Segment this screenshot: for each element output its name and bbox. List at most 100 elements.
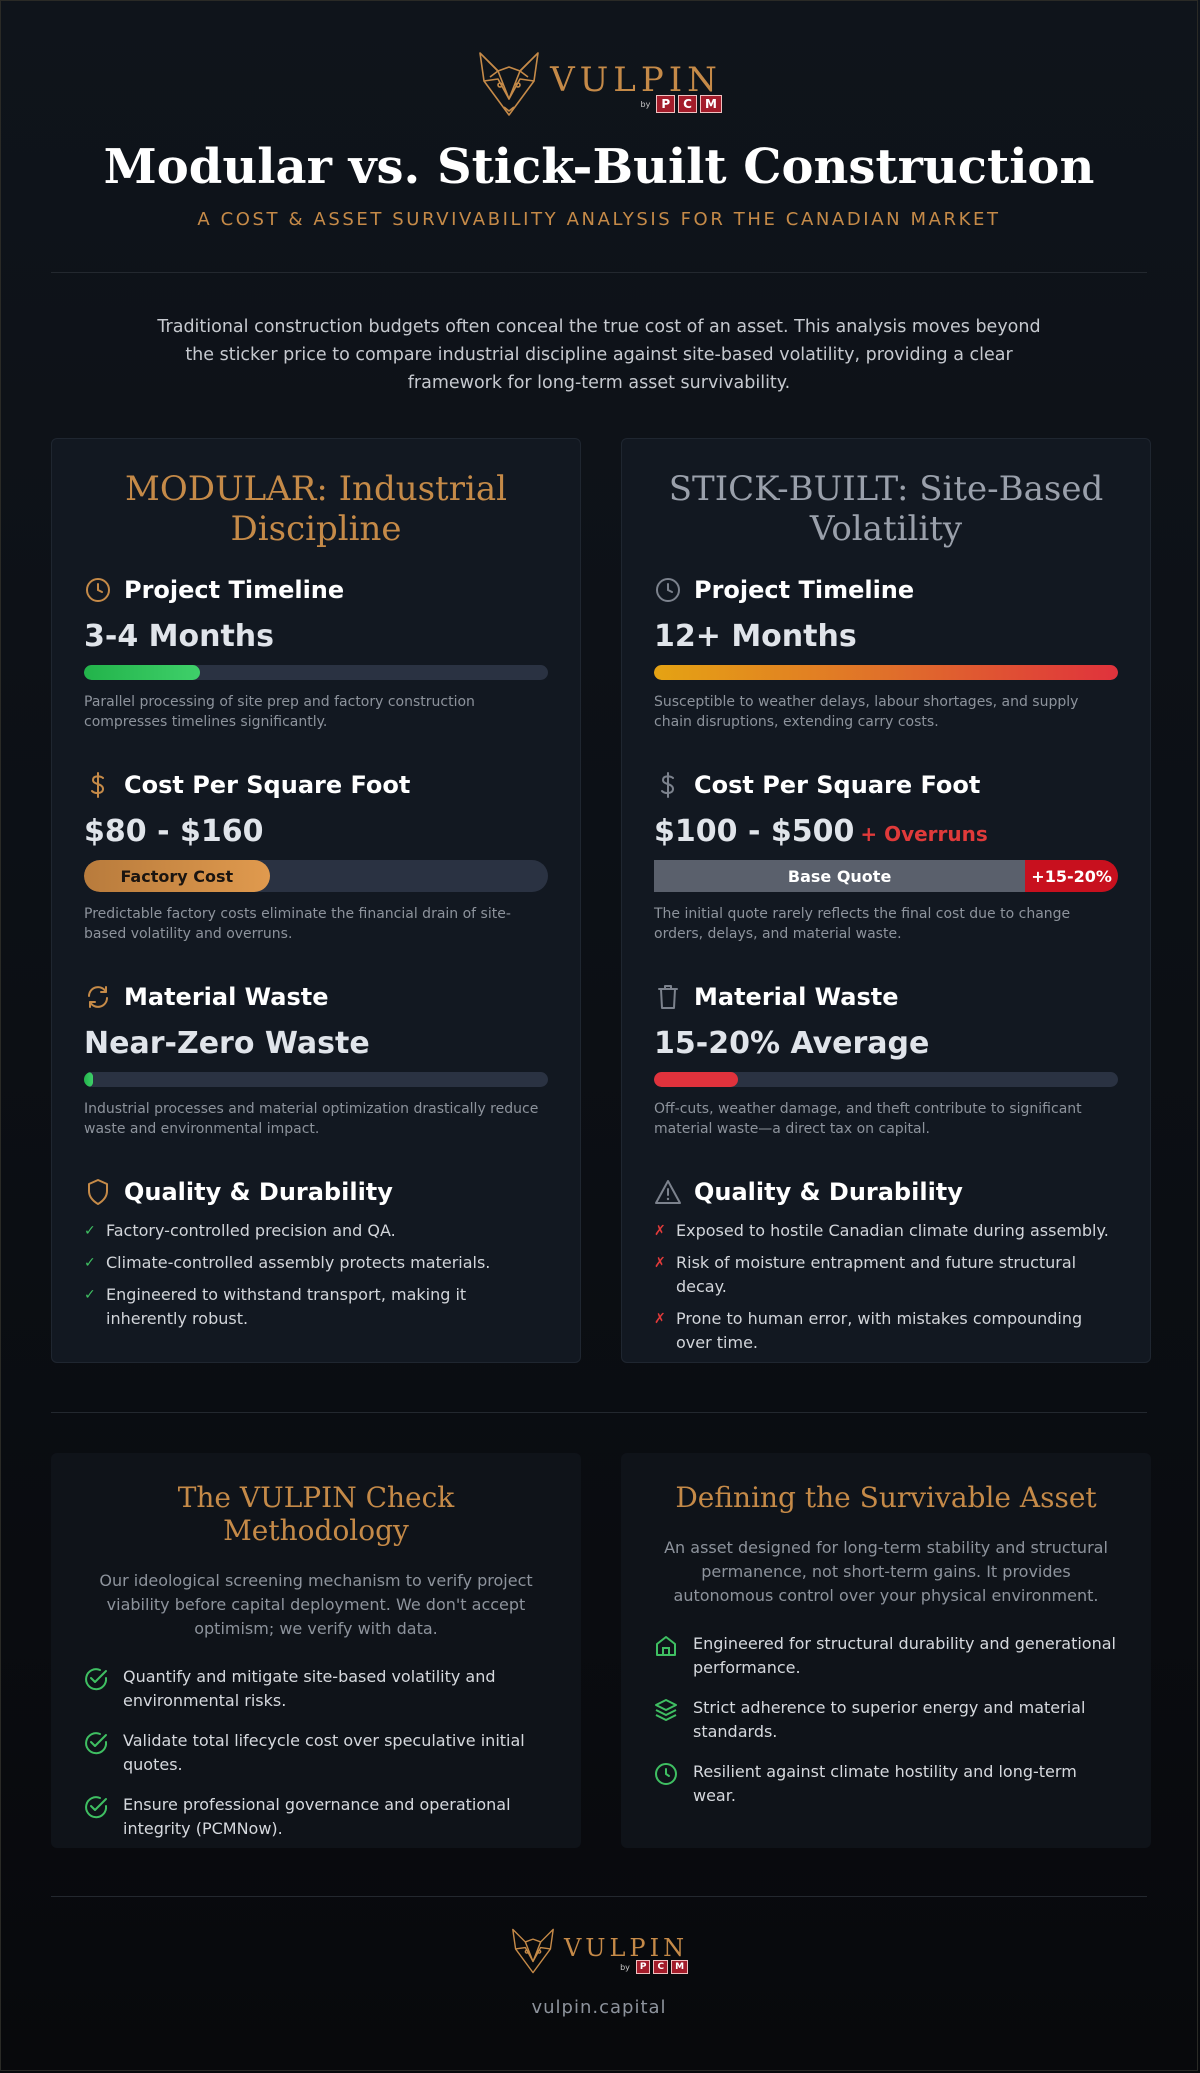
overruns-label: + Overruns	[860, 822, 988, 846]
metric-description: Parallel processing of site prep and fac…	[84, 694, 475, 730]
intro-text: Traditional construction budgets often c…	[157, 317, 1041, 393]
metric-label: Material Waste	[124, 983, 329, 1011]
brand-wordmark: VULPIN by P C M	[550, 51, 722, 117]
list-item: ✗ Risk of moisture entrapment and future …	[654, 1251, 1118, 1299]
list-item: Strict adherence to superior energy and …	[653, 1696, 1119, 1744]
brand-logo: VULPIN by P C M	[1, 49, 1197, 119]
metric-description: Susceptible to weather delays, labour sh…	[654, 694, 1079, 730]
timeline-bar-fill	[84, 665, 200, 680]
clock-icon	[84, 576, 112, 604]
check-circle-icon	[85, 1796, 108, 1819]
modular-title: MODULAR: Industrial Discipline	[125, 469, 507, 549]
check-circle-icon	[85, 1668, 108, 1691]
footer-logo: VULPIN by P C M	[1, 1926, 1197, 1976]
check-icon: ✓	[84, 1255, 96, 1271]
list-item-text: Validate total lifecycle cost over specu…	[123, 1731, 525, 1774]
metric-description: The initial quote rarely reflects the fi…	[654, 906, 1071, 942]
metric-description: Predictable factory costs eliminate the …	[84, 906, 511, 942]
brand-letter-c: C	[678, 95, 697, 113]
quote-bar: Base Quote +15-20%	[654, 860, 1118, 892]
footer-divider	[51, 1896, 1147, 1897]
brand-by: by	[640, 99, 651, 109]
brand-letter-m: M	[699, 95, 722, 113]
metric-label: Quality & Durability	[124, 1178, 393, 1206]
stick-built-card: STICK-BUILT: Site-Based Volatility Proje…	[621, 438, 1151, 1363]
metric-value: 12+ Months	[654, 619, 857, 654]
cross-icon: ✗	[654, 1311, 666, 1327]
cross-icon: ✗	[654, 1255, 666, 1271]
metric-label: Material Waste	[694, 983, 899, 1011]
metric-description: Off-cuts, weather damage, and theft cont…	[654, 1101, 1082, 1137]
list-item-text: Resilient against climate hostility and …	[693, 1762, 1077, 1805]
methodology-title: The VULPIN Check Methodology	[177, 1481, 455, 1547]
survivable-asset-panel: Defining the Survivable Asset An asset d…	[621, 1453, 1151, 1848]
check-icon: ✓	[84, 1287, 96, 1303]
house-icon	[656, 1636, 676, 1656]
stick-cost: Cost Per Square Foot $100 - $500 + Overru…	[654, 768, 1118, 944]
recycle-icon	[84, 983, 112, 1011]
survivable-title: Defining the Survivable Asset	[675, 1481, 1097, 1514]
metric-value: Near-Zero Waste	[84, 1026, 370, 1061]
cross-icon: ✗	[654, 1223, 666, 1239]
list-item: ✓ Factory-controlled precision and QA.	[84, 1219, 548, 1243]
brand-name: VULPIN	[550, 60, 722, 100]
footer-wordmark: VULPIN by P C M	[563, 1926, 689, 1976]
modular-card: MODULAR: Industrial Discipline Project T…	[51, 438, 581, 1363]
list-item: Engineered for structural durability and…	[653, 1632, 1119, 1680]
list-item-text: Prone to human error, with mistakes comp…	[676, 1309, 1083, 1352]
waste-bar-fill	[84, 1072, 94, 1087]
list-item: Quantify and mitigate site-based volatil…	[83, 1665, 549, 1713]
metric-value: $80 - $160	[84, 814, 264, 849]
brand-byline: by P C M	[641, 95, 722, 113]
section-divider	[51, 1412, 1147, 1413]
waste-bar	[84, 1072, 548, 1087]
metric-description: Industrial processes and material optimi…	[84, 1101, 539, 1137]
page-title: Modular vs. Stick-Built Construction	[103, 139, 1095, 195]
check-icon: ✓	[84, 1223, 96, 1239]
list-item-text: Exposed to hostile Canadian climate duri…	[676, 1221, 1109, 1240]
metric-value: $100 - $500 + Overruns	[654, 812, 1118, 852]
factory-cost-bar: Factory Cost	[84, 860, 548, 892]
dollar-icon	[84, 771, 112, 799]
layers-icon	[655, 1699, 677, 1721]
timeline-bar	[654, 665, 1118, 680]
list-item-text: Strict adherence to superior energy and …	[693, 1698, 1086, 1741]
metric-label: Cost Per Square Foot	[124, 771, 411, 799]
list-item: Validate total lifecycle cost over specu…	[83, 1729, 549, 1777]
list-item-text: Climate-controlled assembly protects mat…	[106, 1253, 491, 1272]
trash-icon	[654, 983, 682, 1011]
waste-bar	[654, 1072, 1118, 1087]
list-item-text: Factory-controlled precision and QA.	[106, 1221, 396, 1240]
check-circle-icon	[85, 1732, 108, 1755]
metric-value: 3-4 Months	[84, 619, 275, 654]
cost-range: $100 - $500	[654, 814, 855, 849]
clock-icon	[655, 1763, 677, 1785]
metric-label: Project Timeline	[124, 576, 345, 604]
modular-quality: Quality & Durability ✓ Factory-controlled…	[84, 1175, 548, 1331]
methodology-panel: The VULPIN Check Methodology Our ideolog…	[51, 1453, 581, 1848]
brand-name: VULPIN	[563, 1934, 689, 1962]
factory-cost-fill: Factory Cost	[84, 860, 270, 892]
modular-timeline: Project Timeline 3-4 Months Parallel pro…	[84, 573, 548, 732]
brand-letter-p: P	[635, 1960, 651, 1974]
methodology-list: Quantify and mitigate site-based volatil…	[83, 1665, 549, 1841]
page-subtitle: A COST & ASSET SURVIVABILITY ANALYSIS FO…	[197, 209, 1001, 230]
list-item-text: Ensure professional governance and opera…	[123, 1795, 511, 1838]
list-item: ✓ Climate-controlled assembly protects ma…	[84, 1251, 548, 1275]
metric-label: Cost Per Square Foot	[694, 771, 981, 799]
list-item-text: Engineered for structural durability and…	[693, 1634, 1116, 1677]
header-divider	[51, 272, 1147, 273]
stick-quality: Quality & Durability ✗ Exposed to hostile…	[654, 1175, 1118, 1355]
overrun-segment: +15-20%	[1025, 860, 1118, 892]
brand-letter-p: P	[656, 95, 676, 113]
clock-icon	[654, 576, 682, 604]
fox-head-icon	[512, 1928, 554, 1974]
brand-byline: by P C M	[620, 1960, 689, 1974]
list-item: ✗ Prone to human error, with mistakes com…	[654, 1307, 1118, 1355]
warning-icon	[654, 1178, 682, 1206]
metric-label: Project Timeline	[694, 576, 915, 604]
footer-url[interactable]: vulpin.capital	[531, 1997, 667, 2018]
methodology-lead: Our ideological screening mechanism to v…	[99, 1571, 533, 1638]
list-item-text: Quantify and mitigate site-based volatil…	[123, 1667, 496, 1710]
metric-label: Quality & Durability	[694, 1178, 963, 1206]
